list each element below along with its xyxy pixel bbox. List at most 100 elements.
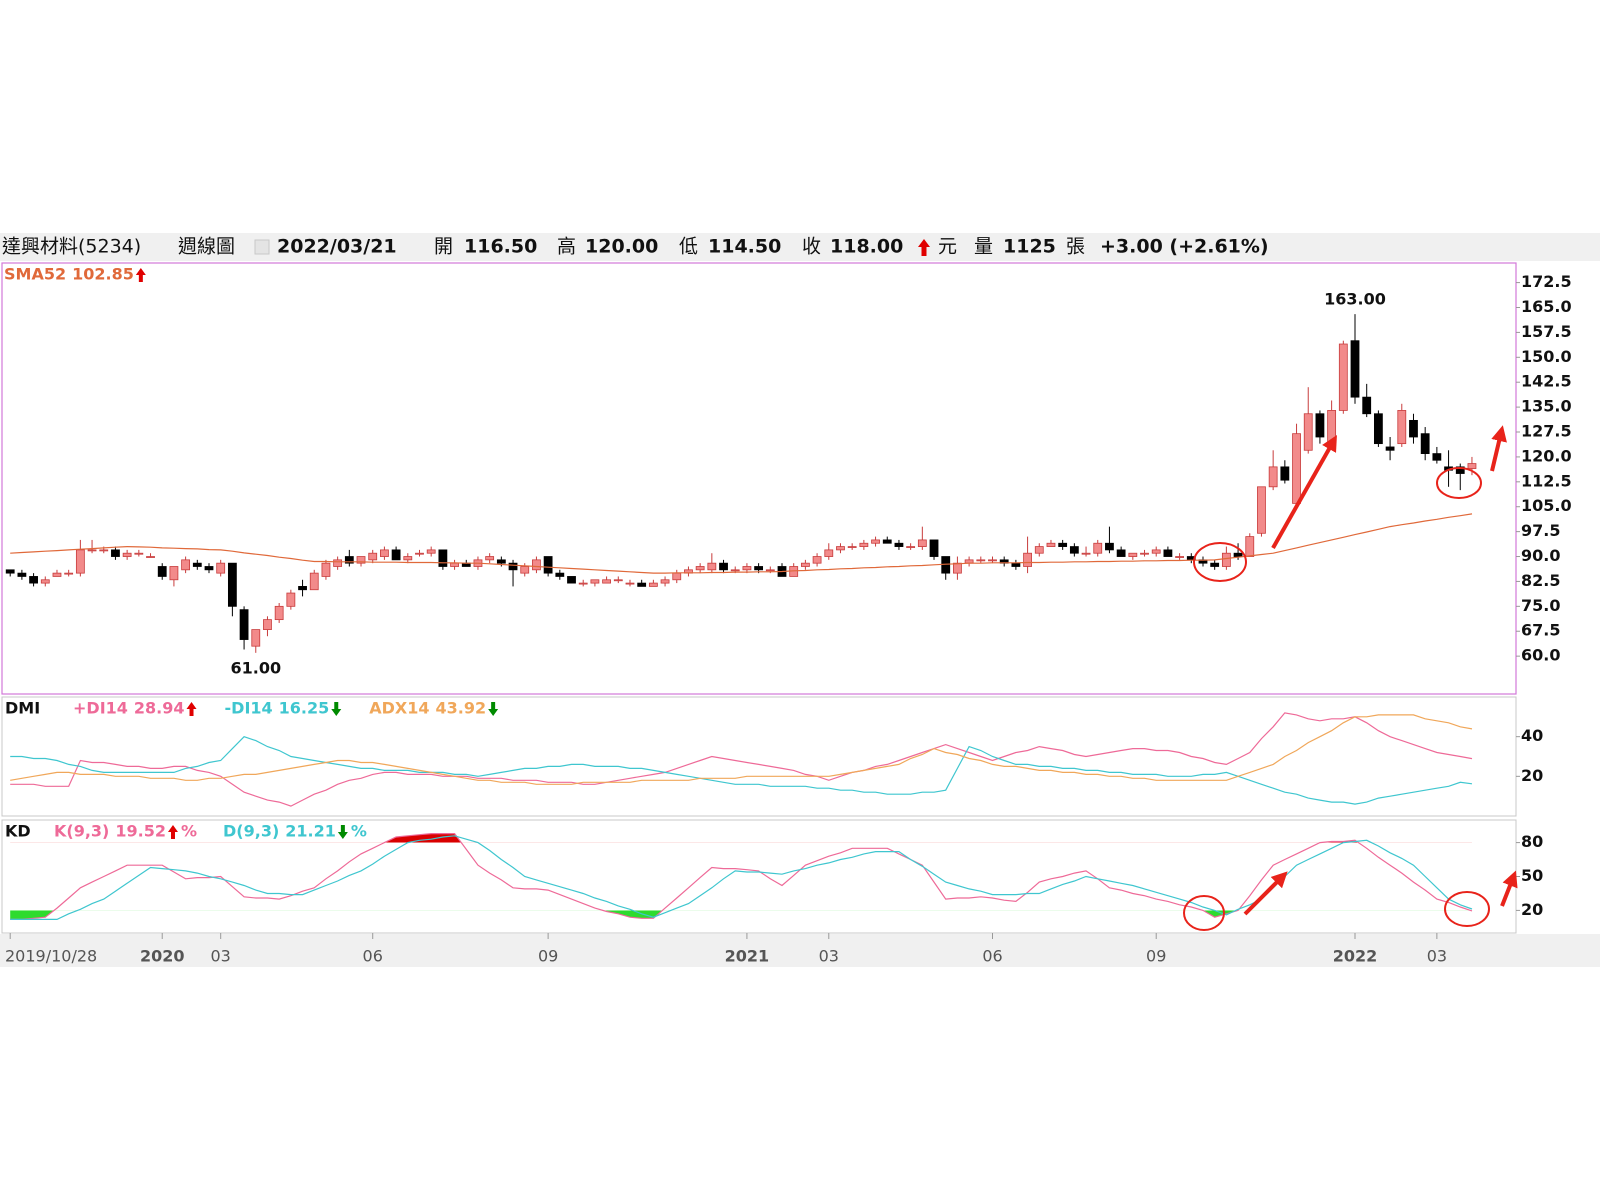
trend-arrow [1243, 871, 1288, 916]
legend-name: K(9,3) [54, 822, 109, 841]
candle-body [1397, 410, 1407, 445]
y-tick-label: 127.5 [1521, 422, 1572, 441]
open-value: 116.50 [464, 236, 537, 258]
candle-body [227, 562, 237, 607]
candle-body [555, 572, 565, 577]
up-arrow-icon [167, 825, 178, 839]
indicator-line [10, 835, 1473, 920]
candle-body [111, 549, 120, 557]
y-tick-label: 60.0 [1521, 646, 1560, 665]
candle-body [824, 549, 834, 557]
candle-body [309, 572, 319, 591]
candle-body [263, 619, 272, 630]
indicator-line [10, 714, 1473, 785]
candle-body [157, 566, 167, 577]
y-tick-label: 67.5 [1521, 621, 1560, 640]
candle-body [1338, 343, 1348, 411]
y-tick-label: 80 [1521, 832, 1543, 851]
x-tick-label: 2021 [725, 947, 770, 966]
candle-body [1373, 413, 1383, 445]
low-value: 114.50 [708, 236, 781, 258]
candle-body [75, 549, 85, 574]
candle-body [1292, 433, 1301, 504]
candle-body [1385, 446, 1395, 451]
candle-body [274, 605, 284, 621]
candle-body [1409, 419, 1418, 438]
candle-body [426, 549, 436, 554]
candle-body [146, 556, 155, 558]
y-tick-label: 90.0 [1521, 546, 1560, 565]
candle-body [1245, 536, 1255, 557]
y-tick-label: 105.0 [1521, 496, 1572, 515]
y-tick-label: 135.0 [1521, 397, 1572, 416]
candle-body [637, 582, 647, 587]
candle-body [1011, 562, 1021, 567]
candle-body [380, 549, 389, 557]
legend-name: D(9,3) [223, 822, 279, 841]
candle-body [415, 552, 424, 555]
candle-body [1105, 542, 1114, 551]
close-value: 118.00 [830, 236, 903, 258]
candle-body [1303, 413, 1313, 451]
candle-body [204, 566, 214, 571]
y-tick-label: 20 [1521, 766, 1543, 785]
candle-body [286, 592, 296, 607]
candle-body [859, 542, 869, 547]
highlight-circle [1193, 542, 1247, 582]
y-tick-label: 50 [1521, 866, 1543, 885]
y-tick-label: 165.0 [1521, 297, 1572, 316]
y-tick-label: 20 [1521, 900, 1543, 919]
candle-body [1327, 410, 1337, 445]
candle-body [625, 582, 635, 585]
candle-body [134, 552, 144, 555]
candle-body [836, 546, 845, 551]
candle-body [1268, 466, 1278, 488]
candle-body [1023, 552, 1032, 567]
candle-body [917, 539, 927, 547]
candle-body [1163, 549, 1173, 557]
indicator-line [10, 833, 1473, 920]
candle-body [321, 562, 331, 577]
legend-name: -DI14 [225, 699, 273, 718]
x-tick-label: 03 [1427, 947, 1447, 966]
candle-body [894, 542, 904, 547]
candle-body [578, 582, 588, 585]
candle-body [1151, 549, 1161, 554]
up-arrow-icon [186, 702, 197, 716]
candle-body [1046, 542, 1056, 547]
period: 週線圖 [178, 236, 235, 258]
legend-value: 16.25 [279, 699, 330, 718]
candle-body [17, 572, 27, 577]
y-tick-label: 142.5 [1521, 372, 1572, 391]
y-tick-label: 97.5 [1521, 521, 1560, 540]
x-tick-label: 06 [363, 947, 383, 966]
y-tick-label: 112.5 [1521, 471, 1572, 490]
candle-body [1081, 552, 1091, 555]
down-arrow-icon [331, 702, 342, 716]
candle-body [532, 559, 541, 571]
legend-value: 19.52 [115, 822, 166, 841]
legend-name: SMA52 [4, 265, 66, 284]
candle-body [64, 572, 74, 575]
candle-body [648, 582, 658, 587]
candle-body [368, 552, 378, 561]
period-dropdown[interactable] [254, 239, 270, 255]
candle-body [543, 556, 553, 574]
candle-body [1233, 552, 1243, 557]
y-tick-label: 75.0 [1521, 596, 1560, 615]
candle-body [298, 586, 307, 591]
candle-body [1280, 466, 1290, 481]
header-strip [0, 233, 1600, 261]
y-tick-label: 157.5 [1521, 322, 1572, 341]
candle-body [754, 566, 764, 571]
candle-body [882, 539, 892, 544]
candle-body [333, 559, 343, 567]
legend-name: +DI14 [73, 699, 128, 718]
x-tick-label: 03 [211, 947, 231, 966]
x-tick-label: 09 [1146, 947, 1166, 966]
volume-unit: 張 [1066, 236, 1085, 258]
price-change: +3.00 (+2.61%) [1100, 236, 1269, 258]
candle-body [847, 546, 857, 548]
panel-title: DMI [5, 699, 40, 718]
